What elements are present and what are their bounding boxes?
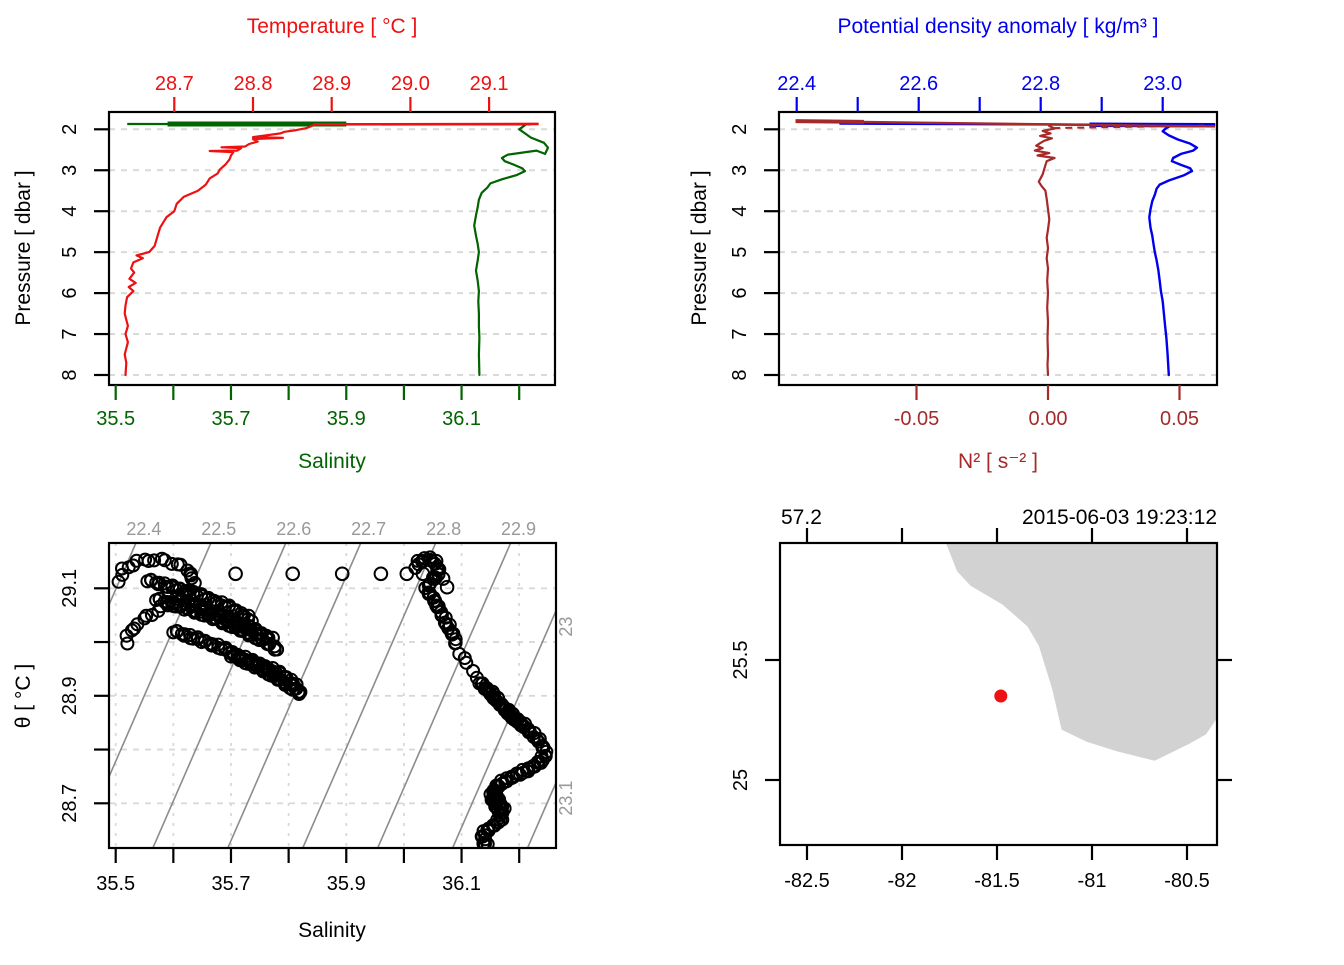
longitude-tick-label: -82 [888, 870, 917, 892]
pressure-tick-label: 2 [729, 124, 751, 135]
temperature-tick-label: 23.0 [1143, 73, 1182, 95]
salinity-tick-label: 35.5 [96, 873, 135, 895]
longitude-tick-label: -82.5 [784, 870, 830, 892]
salinity-axis-title-bottom: Salinity [298, 919, 366, 942]
isopycnal-lines [0, 543, 660, 868]
potential-density-curve [1149, 126, 1197, 375]
n2-axis-title: N² [ s⁻² ] [958, 450, 1038, 473]
series [796, 121, 1216, 375]
temperature-tick-label: 29.1 [470, 73, 509, 95]
pressure-tick-label: 4 [729, 206, 751, 217]
bottom-tick-label: 36.1 [442, 408, 481, 430]
theta-axis-title: θ [ °C ] [12, 664, 35, 728]
panel-temperature-salinity-profile: 28.7 28.8 28.9 29.0 29.1 35.5 35.7 35.9 36.1 2 3 4 5… [59, 73, 555, 430]
pressure-tick-label: 8 [729, 369, 751, 380]
isopycnal-label-top: 22.9 [501, 519, 536, 539]
temperature-tick-label: 22.4 [777, 73, 816, 95]
panel-station-map: -82.5 -82 -81.5 -81 -80.5 25.5 25 [730, 528, 1232, 892]
bottom-tick-label: 0.00 [1029, 408, 1068, 430]
salinity-tick-label: 36.1 [442, 873, 481, 895]
temperature-tick-label: 28.9 [312, 73, 351, 95]
pressure-tick-label: 5 [59, 247, 81, 258]
pressure-tick-label: 3 [729, 165, 751, 176]
pressure-tick-label: 7 [59, 328, 81, 339]
ts-scatter [113, 551, 553, 850]
temperature-tick-label: 22.8 [1021, 73, 1060, 95]
isopycnal-label-right: 23 [556, 617, 576, 637]
salinity-axis-title-top: Salinity [298, 450, 366, 473]
grid-lines [109, 129, 555, 375]
pressure-tick-label: 6 [729, 288, 751, 299]
temperature-tick-label: 28.8 [234, 73, 273, 95]
bottom-tick-label: 35.7 [212, 408, 251, 430]
latitude-tick-label: 25.5 [730, 641, 752, 680]
bottom-tick-label: -0.05 [894, 408, 940, 430]
temperature-axis-title: Temperature [ °C ] [247, 15, 418, 38]
bottom-tick-label: 35.5 [96, 408, 135, 430]
temperature-tick-label: 28.7 [155, 73, 194, 95]
grid-lines [779, 129, 1217, 375]
axis-titles: Temperature [ °C ] Salinity Pressure [ d… [12, 15, 1217, 942]
pressure-tick-label: 5 [729, 247, 751, 258]
theta-tick-label: 28.7 [59, 784, 81, 823]
isopycnal-label-top: 22.7 [351, 519, 386, 539]
bottom-tick-label: 35.9 [327, 408, 366, 430]
bottom-tick-label: 0.05 [1160, 408, 1199, 430]
panel-density-n2-profile: 22.4 22.6 22.8 23.0 -0.05 0.00 0.05 2 3 4 5 6 7 8 [729, 73, 1217, 430]
station-marker [994, 690, 1007, 703]
pressure-tick-label: 6 [59, 288, 81, 299]
longitude-tick-label: -80.5 [1164, 870, 1210, 892]
pressure-tick-label: 8 [59, 369, 81, 380]
map-content [946, 542, 1218, 760]
theta-tick-label: 28.9 [59, 676, 81, 715]
pressure-axis-title-right-panel: Pressure [ dbar ] [688, 170, 711, 325]
panel-ts-diagram: 22.4 22.5 22.6 22.7 22.8 22.9 23 23.1 35.5 35.7 35… [0, 519, 660, 895]
temperature-curve [125, 125, 314, 375]
series [125, 124, 548, 375]
land-polygon [946, 542, 1218, 760]
salinity-tick-label: 35.7 [212, 873, 251, 895]
pressure-tick-label: 3 [59, 165, 81, 176]
longitude-tick-label: -81.5 [974, 870, 1020, 892]
isopycnal-label-top: 22.6 [276, 519, 311, 539]
map-datetime-label: 2015-06-03 19:23:12 [1022, 506, 1217, 529]
pressure-axis-title-left: Pressure [ dbar ] [12, 170, 35, 325]
pressure-tick-label: 7 [729, 328, 751, 339]
latitude-tick-label: 25 [730, 769, 752, 791]
pressure-tick-label: 4 [59, 206, 81, 217]
isopycnal-label-top: 22.5 [201, 519, 236, 539]
n-squared-curve [1035, 126, 1055, 375]
longitude-tick-label: -81 [1078, 870, 1107, 892]
isopycnal-label-right: 23.1 [556, 781, 576, 816]
temperature-tick-label: 22.6 [899, 73, 938, 95]
temperature-tick-label: 29.0 [391, 73, 430, 95]
pressure-tick-label: 2 [59, 124, 81, 135]
density-axis-title: Potential density anomaly [ kg/m³ ] [838, 15, 1159, 38]
isopycnal-label-top: 22.4 [126, 519, 161, 539]
salinity-tick-label: 35.9 [327, 873, 366, 895]
salinity-curve [474, 125, 548, 375]
theta-tick-label: 29.1 [59, 569, 81, 608]
map-depth-label: 57.2 [781, 506, 822, 529]
isopycnal-label-top: 22.8 [426, 519, 461, 539]
